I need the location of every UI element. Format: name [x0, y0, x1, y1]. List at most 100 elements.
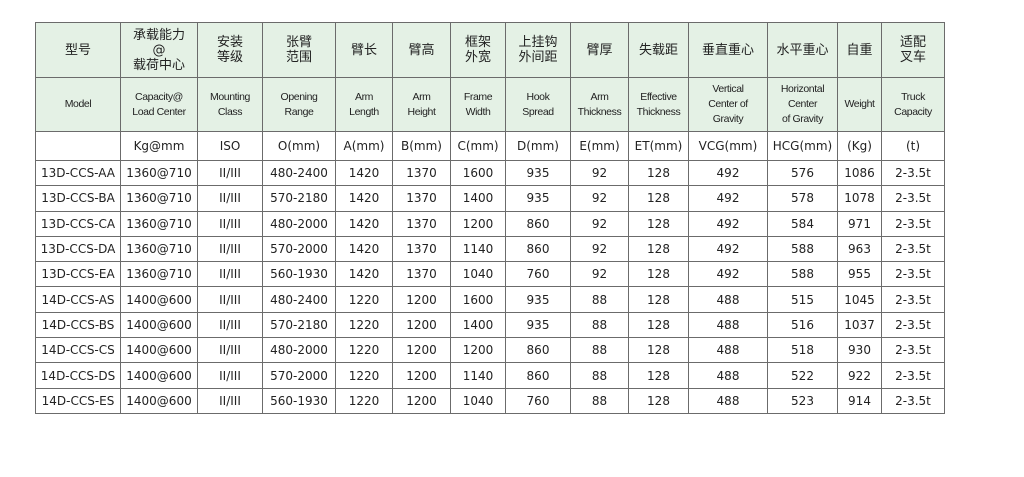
header-row-zh-cell: 承载能力 @ 载荷中心 — [120, 22, 198, 78]
table-row-cell: 13D-CCS-EA — [35, 261, 121, 288]
table-row-cell: 1220 — [335, 286, 393, 313]
table-row: 13D-CCS-CA 1360@710 II/III 480-2000 1420 1370… — [35, 210, 945, 237]
header-row-zh-cell: 失载距 — [628, 22, 689, 78]
table-row-cell: 570-2000 — [262, 235, 336, 263]
header-row-zh-cell: 框架 外宽 — [450, 22, 506, 78]
table-row: 13D-CCS-EA 1360@710 II/III 560-1930 1420 1370… — [35, 261, 945, 288]
table-row-cell: 480-2000 — [262, 210, 336, 237]
table-row-cell: II/III — [197, 387, 263, 414]
table-row-cell: 1420 — [335, 185, 393, 212]
header-row-zh-cell: 臂厚 — [570, 22, 629, 78]
table-row-cell: 1040 — [450, 261, 506, 288]
table-row: 13D-CCS-BA 1360@710 II/III 570-2180 1420 1370… — [35, 185, 945, 212]
header-row-zh-cell: 型号 — [35, 22, 121, 78]
table-row-cell: 955 — [837, 261, 882, 288]
table-row-cell: 480-2000 — [262, 337, 336, 364]
table-row-cell: 760 — [505, 387, 571, 414]
table-row-cell: 1600 — [450, 286, 506, 313]
table-row-cell: 523 — [767, 387, 838, 414]
table-row-cell: 1400 — [450, 185, 506, 212]
table-row-cell: 522 — [767, 362, 838, 389]
header-row-zh-cell: 上挂钩 外间距 — [505, 22, 571, 78]
header-row-en-cell: Capacity@ Load Center — [120, 77, 198, 132]
header-row-zh: 型号 承载能力 @ 载荷中心 安装 等级 张臂 范围 臂长 臂高 框架 外宽 上挂钩 外间距臂… — [35, 22, 945, 78]
table-row-cell: 488 — [688, 286, 768, 313]
table-row-cell: 13D-CCS-DA — [35, 235, 121, 263]
table-row-cell: 1200 — [392, 286, 451, 313]
table-row-cell: 515 — [767, 286, 838, 313]
table-row-cell: 516 — [767, 311, 838, 339]
table-row-cell: 92 — [570, 159, 629, 187]
units-row-cell: D(mm) — [505, 131, 571, 161]
table-row-cell: II/III — [197, 210, 263, 237]
table-row-cell: 128 — [628, 337, 689, 364]
table-row-cell: 1370 — [392, 261, 451, 288]
table-row-cell: 1220 — [335, 337, 393, 364]
table-row-cell: 128 — [628, 159, 689, 187]
table-row-cell: 560-1930 — [262, 261, 336, 288]
units-row-cell: B(mm) — [392, 131, 451, 161]
header-row-zh-cell: 适配 叉车 — [881, 22, 945, 78]
table-row-cell: 1360@710 — [120, 185, 198, 212]
table-row: 13D-CCS-AA 1360@710 II/III 480-2400 1420 1370… — [35, 159, 945, 187]
header-row-zh-cell: 水平重心 — [767, 22, 838, 78]
table-row-cell: 1370 — [392, 210, 451, 237]
table-row-cell: II/III — [197, 362, 263, 389]
header-row-zh-cell: 安装 等级 — [197, 22, 263, 78]
table-row-cell: 570-2180 — [262, 185, 336, 212]
table-row-cell: 92 — [570, 235, 629, 263]
table-row-cell: 1200 — [392, 362, 451, 389]
table-row: 14D-CCS-ES 1400@600 II/III 560-1930 1220 1200… — [35, 387, 945, 414]
header-row-en-cell: Frame Width — [450, 77, 506, 132]
table-row-cell: 14D-CCS-CS — [35, 337, 121, 364]
table-row-cell: 128 — [628, 362, 689, 389]
units-row: Kg@mm ISO O(mm) A(mm) B(mm) C(mm) D(mm) E(mm) ET… — [35, 131, 945, 161]
units-row-cell: ET(mm) — [628, 131, 689, 161]
table-row-cell: 1220 — [335, 362, 393, 389]
units-row-cell: C(mm) — [450, 131, 506, 161]
table-row-cell: 1200 — [392, 387, 451, 414]
table-row-cell: II/III — [197, 235, 263, 263]
table-row-cell: 1600 — [450, 159, 506, 187]
table-row-cell: 128 — [628, 261, 689, 288]
table-row-cell: 488 — [688, 387, 768, 414]
header-row-en-cell: Arm Height — [392, 77, 451, 132]
table-row-cell: 963 — [837, 235, 882, 263]
table-row-cell: 1140 — [450, 362, 506, 389]
units-row-cell: Kg@mm — [120, 131, 198, 161]
header-row-en-cell: Arm Thickness — [570, 77, 629, 132]
table-row-cell: 935 — [505, 159, 571, 187]
table-row-cell: 935 — [505, 286, 571, 313]
header-row-en-cell: Opening Range — [262, 77, 336, 132]
table-row-cell: 2-3.5t — [881, 210, 945, 237]
table-row: 14D-CCS-BS 1400@600 II/III 570-2180 1220 1200… — [35, 311, 945, 339]
table-row-cell: 560-1930 — [262, 387, 336, 414]
table-row-cell: 1400@600 — [120, 362, 198, 389]
table-row-cell: 860 — [505, 362, 571, 389]
table-row-cell: 1360@710 — [120, 261, 198, 288]
table-row-cell: 1360@710 — [120, 235, 198, 263]
table-row-cell: 1420 — [335, 159, 393, 187]
table-row-cell: 88 — [570, 286, 629, 313]
table-row-cell: 128 — [628, 210, 689, 237]
units-row-cell: (Kg) — [837, 131, 882, 161]
table-row-cell: 860 — [505, 210, 571, 237]
table-row-cell: 92 — [570, 210, 629, 237]
header-row-en: Model Capacity@ Load Center Mounting Class… — [35, 77, 945, 132]
table-row-cell: 492 — [688, 210, 768, 237]
header-row-en-cell: Horizontal Center of Gravity — [767, 77, 838, 132]
table-row-cell: 492 — [688, 185, 768, 212]
table-row-cell: 480-2400 — [262, 286, 336, 313]
table-row-cell: 1370 — [392, 159, 451, 187]
table-row-cell: 488 — [688, 337, 768, 364]
table-row-cell: 588 — [767, 235, 838, 263]
table-row-cell: 1420 — [335, 210, 393, 237]
table-row-cell: 570-2000 — [262, 362, 336, 389]
header-row-en-cell: Vertical Center of Gravity — [688, 77, 768, 132]
units-row-cell: HCG(mm) — [767, 131, 838, 161]
table-row-cell: 971 — [837, 210, 882, 237]
table-row-cell: 14D-CCS-AS — [35, 286, 121, 313]
table-row-cell: 14D-CCS-BS — [35, 311, 121, 339]
table-row-cell: 1400@600 — [120, 311, 198, 339]
table-row-cell: 88 — [570, 362, 629, 389]
